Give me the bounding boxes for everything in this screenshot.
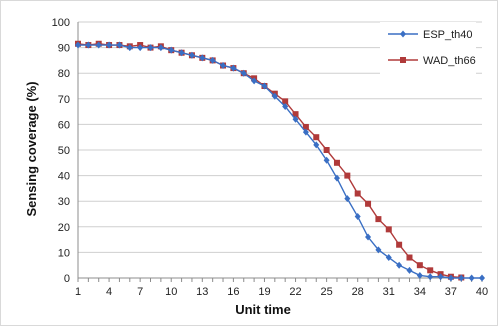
x-tick-label: 25 xyxy=(320,286,332,298)
data-point xyxy=(261,82,268,90)
data-point xyxy=(75,41,81,49)
data-point xyxy=(344,172,351,179)
data-point xyxy=(157,44,164,52)
data-point xyxy=(427,273,434,281)
series-line-ESP_th40 xyxy=(78,44,482,279)
data-point xyxy=(251,77,258,85)
data-point xyxy=(385,226,392,233)
y-tick-label: 10 xyxy=(58,247,70,259)
data-point xyxy=(168,46,175,54)
data-point xyxy=(479,274,485,282)
x-tick-label: 4 xyxy=(106,286,112,298)
data-point xyxy=(240,69,247,77)
x-tick-label: 10 xyxy=(165,286,177,298)
x-tick-label: 1 xyxy=(75,286,81,298)
x-tick-label: 37 xyxy=(445,286,457,298)
legend: ESP_th40 WAD_th66 xyxy=(380,22,476,74)
data-point xyxy=(468,274,475,282)
data-point xyxy=(385,254,392,262)
y-tick-label: 40 xyxy=(58,171,70,183)
data-point xyxy=(416,271,423,279)
data-point xyxy=(427,267,434,274)
data-point xyxy=(147,44,154,52)
x-tick-labels: 1 4 7 10 13 16 19 22 25 28 31 34 37 40 xyxy=(75,286,488,298)
legend-marker-ESP_th40 xyxy=(400,30,406,38)
x-axis-title: Unit time xyxy=(235,302,291,317)
legend-box xyxy=(380,22,476,74)
data-point xyxy=(458,274,465,282)
x-tick-label: 22 xyxy=(289,286,301,298)
data-point xyxy=(447,274,454,282)
data-point xyxy=(302,123,309,130)
data-point xyxy=(313,141,320,149)
data-point xyxy=(365,233,372,241)
data-point xyxy=(365,200,372,207)
data-point xyxy=(375,246,382,254)
y-tick-label: 20 xyxy=(58,222,70,234)
data-point xyxy=(344,195,351,203)
x-tick-label: 7 xyxy=(137,286,143,298)
y-tick-label: 30 xyxy=(58,196,70,208)
data-point xyxy=(437,273,444,281)
data-point xyxy=(396,241,403,248)
data-point xyxy=(209,56,216,64)
data-point xyxy=(354,213,361,221)
data-point xyxy=(302,128,309,136)
y-tick-label: 0 xyxy=(64,273,70,285)
data-point xyxy=(137,44,144,52)
data-point xyxy=(271,92,278,100)
data-point xyxy=(313,134,320,141)
y-tick-label: 100 xyxy=(52,17,70,29)
y-tick-label: 90 xyxy=(58,43,70,55)
data-point xyxy=(282,102,289,110)
data-point xyxy=(292,115,299,123)
data-point xyxy=(199,54,206,62)
data-point xyxy=(106,41,113,49)
data-point xyxy=(323,147,330,153)
y-tick-label: 70 xyxy=(58,94,70,106)
series-ESP_th40 xyxy=(75,41,485,282)
y-tick-label: 80 xyxy=(58,68,70,80)
data-point xyxy=(354,190,361,197)
y-tick-label: 60 xyxy=(58,119,70,131)
x-tick-label: 31 xyxy=(383,286,395,298)
axes xyxy=(77,22,483,282)
legend-label: ESP_th40 xyxy=(423,29,473,41)
x-tick-label: 13 xyxy=(196,286,208,298)
data-point xyxy=(282,98,289,105)
data-point xyxy=(230,64,237,72)
x-tick-label: 28 xyxy=(352,286,364,298)
data-point xyxy=(126,44,133,52)
data-point xyxy=(85,41,92,49)
data-point xyxy=(95,41,102,49)
data-point xyxy=(323,156,330,164)
y-tick-labels: 0 10 20 30 40 50 60 70 80 90 100 xyxy=(52,17,70,285)
data-point xyxy=(188,51,195,59)
data-point xyxy=(406,266,413,274)
data-point xyxy=(116,41,123,49)
legend-marker-WAD_th66 xyxy=(400,57,406,63)
legend-label: WAD_th66 xyxy=(423,55,476,67)
data-point xyxy=(396,261,403,269)
data-point xyxy=(406,254,413,261)
x-tick-label: 34 xyxy=(414,286,426,298)
data-point xyxy=(220,62,227,70)
y-axis-title: Sensing coverage (%) xyxy=(24,81,39,216)
x-tick-label: 16 xyxy=(227,286,239,298)
x-tick-label: 40 xyxy=(476,286,488,298)
data-point xyxy=(333,174,340,182)
y-tick-label: 50 xyxy=(58,145,70,157)
data-point xyxy=(333,159,340,166)
data-point xyxy=(375,216,382,223)
series-group xyxy=(75,40,485,282)
data-point xyxy=(292,111,299,118)
data-point xyxy=(178,49,185,57)
x-tick-label: 19 xyxy=(258,286,270,298)
data-point xyxy=(416,262,423,269)
